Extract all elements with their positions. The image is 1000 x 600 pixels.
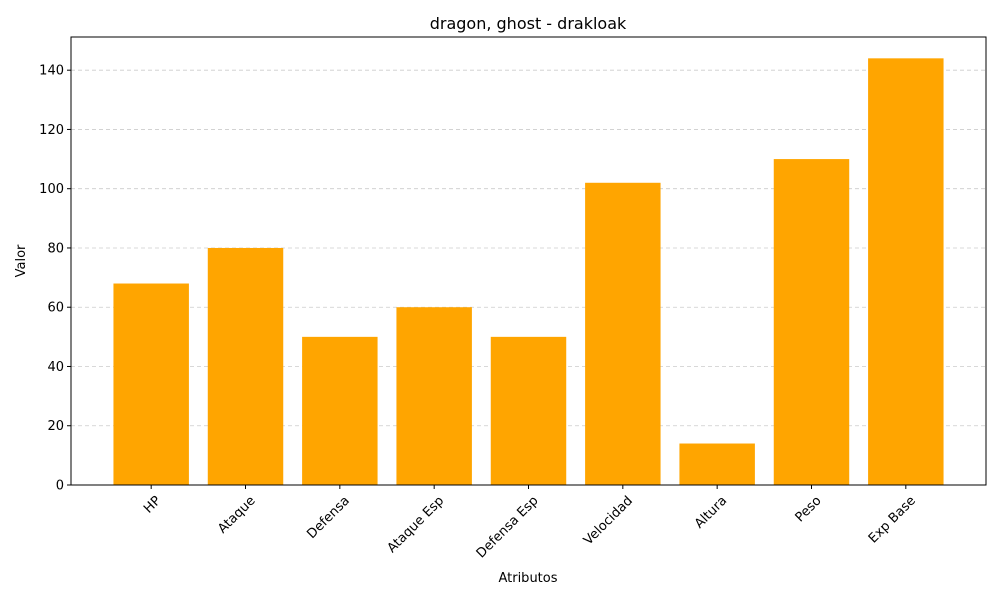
bar xyxy=(302,336,378,485)
y-tick-label: 60 xyxy=(47,301,64,316)
y-tick-label: 80 xyxy=(47,241,64,256)
bar xyxy=(868,58,944,485)
bar xyxy=(679,443,755,485)
x-axis-label: Atributos xyxy=(498,571,557,586)
bar xyxy=(113,283,189,485)
bar xyxy=(773,159,850,485)
bar xyxy=(585,182,661,485)
y-tick-label: 100 xyxy=(39,182,64,197)
y-tick-label: 40 xyxy=(47,360,64,375)
chart-title: dragon, ghost - drakloak xyxy=(430,14,627,33)
y-tick-label: 20 xyxy=(47,419,64,434)
bar xyxy=(396,307,472,485)
bar xyxy=(490,336,567,485)
y-axis-label: Valor xyxy=(14,244,29,277)
bar xyxy=(207,247,284,485)
y-tick-label: 140 xyxy=(39,64,64,79)
y-tick-label: 0 xyxy=(56,479,64,494)
bars xyxy=(113,58,944,485)
y-ticks: 0 20 40 60 80 100 120 140 xyxy=(39,64,71,494)
y-tick-label: 120 xyxy=(39,123,64,138)
